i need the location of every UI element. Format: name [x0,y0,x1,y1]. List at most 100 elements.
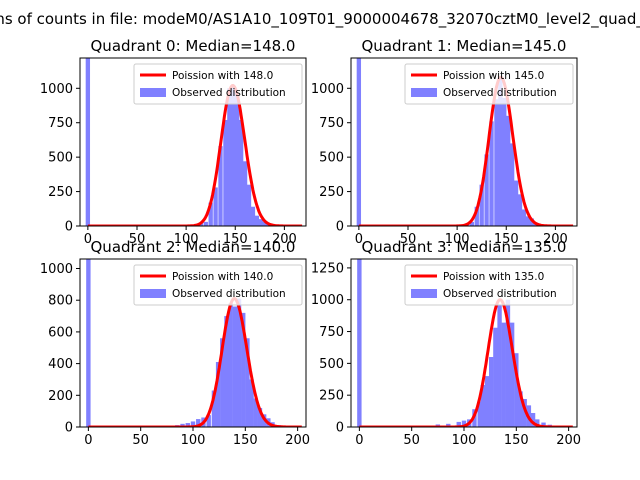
quadrant-2-xtick-label-0: 0 [84,433,92,448]
quadrant-3-xtick-label-0: 0 [355,433,363,448]
quadrant-3-ytick-label-5: 1250 [311,261,344,276]
quadrant-2-xtick-label-4: 200 [285,433,310,448]
quadrant-3-zero-spike-bar [357,259,362,427]
quadrant-3-bar-3 [456,421,461,427]
quadrant-0-bar-10 [223,119,228,226]
quadrant-2-poisson-curve [87,297,303,427]
quadrant-1-bar-14 [509,143,515,226]
quadrant-3-ytick-label-2: 500 [319,357,344,372]
quadrant-2-bar-3 [180,423,185,427]
quadrant-1-bar-12 [502,97,507,226]
quadrant-0-ytick-label-2: 500 [48,151,73,166]
quadrant-1-bar-8 [484,154,489,226]
quadrant-3-bar-22 [541,422,546,427]
quadrant-1-chart: 0 50 100 150 200 0 250 500 750 1000 Quadrant 1: Me… [311,37,578,247]
quadrant-1-legend-box [404,63,574,105]
quadrant-2-ytick-label-5: 1000 [40,262,73,277]
quadrant-3-bar-12 [497,304,502,427]
quadrant-3-legend-observed-label: Observed distribution [443,288,557,300]
quadrant-3-xtick-label-1: 50 [403,433,420,448]
quadrant-1-plot-area [356,58,574,226]
quadrant-1-bar-15 [513,180,519,226]
quadrant-1-bar-9 [489,121,494,226]
quadrant-0-bar-19 [258,219,263,226]
quadrant-0-zero-spike-bar [85,58,91,226]
quadrant-0-bar-9 [218,146,223,226]
quadrant-3-xtick-label-2: 100 [452,433,477,448]
quadrant-2-bar-13 [228,303,233,427]
quadrant-0-axes-frame [79,57,307,227]
quadrant-3-bar-11 [493,327,498,427]
quadrant-1-axes-frame [350,57,578,227]
quadrant-2-xtick-label-1: 50 [132,433,149,448]
quadrant-2-title: Quadrant 2: Median=140.0 [91,238,296,256]
quadrant-3-xtick-label-4: 200 [556,433,581,448]
figure-suptitle: Histograms of counts in file: modeM0/AS1… [0,10,640,29]
quadrant-0-chart: 0 50 100 150 200 0 250 500 750 1000 Quadrant 0: Me… [40,37,307,247]
quadrant-2-ytick-label-1: 200 [48,389,73,404]
quadrant-3-bar-15 [509,322,515,427]
quadrant-2-ytick-label-3: 600 [48,325,73,340]
quadrant-3-plot-area [357,259,574,427]
quadrant-0-legend-box [133,63,303,105]
quadrant-2-bar-10 [215,362,221,427]
quadrant-3-bar-14 [505,299,511,427]
quadrant-1-zero-spike-bar [356,58,362,226]
quadrant-1-ytick-label-4: 1000 [311,82,344,97]
quadrant-2-xtick-label-3: 150 [233,433,258,448]
quadrant-2-legend-observed-swatch [140,289,166,298]
quadrant-0-bar-14 [238,119,244,226]
quadrant-3-bar-13 [501,322,506,427]
quadrant-0-bar-8 [213,187,218,226]
quadrant-2-chart: 0 50 100 150 200 0 200 400 600 800 1000 Quadrant 2:… [40,238,310,448]
quadrant-0-bar-7 [208,202,213,226]
quadrant-0-bar-13 [235,95,240,226]
quadrant-1-xtick-label-2: 100 [445,232,470,247]
quadrant-2-bar-5 [190,421,196,427]
quadrant-1-ytick-label-0: 0 [336,220,344,235]
quadrant-0-xtick-label-3: 150 [223,232,248,247]
quadrant-3-title: Quadrant 3: Median=135.0 [362,238,567,256]
quadrant-2-zero-spike-bar [86,259,91,427]
quadrant-1-bar-10 [494,99,499,226]
quadrant-2-legend-observed-label: Observed distribution [172,288,286,300]
quadrant-3-bar-18 [522,399,527,427]
quadrant-2-legend-box [133,264,303,306]
quadrant-1-legend-observed-label: Observed distribution [443,87,557,99]
quadrant-3-legend-box [404,264,574,306]
quadrant-0-legend-observed-label: Observed distribution [172,87,286,99]
quadrant-1-bar-18 [525,216,531,226]
quadrant-0-ytick-label-0: 0 [65,220,73,235]
quadrant-0-bar-15 [242,161,248,226]
quadrant-0-ytick-label-3: 750 [48,116,73,131]
quadrant-0-xtick-label-0: 0 [84,232,92,247]
quadrant-1-bar-16 [517,194,523,226]
quadrant-3-bar-20 [530,413,536,427]
quadrant-1-ytick-label-1: 250 [319,185,344,200]
quadrant-1-ytick-label-2: 500 [319,151,344,166]
quadrant-2-bar-15 [236,298,242,427]
quadrant-1-ytick-label-3: 750 [319,116,344,131]
quadrant-2-bar-19 [253,398,258,427]
quadrant-1-title: Quadrant 1: Median=145.0 [362,37,567,55]
quadrant-2-bar-20 [257,407,263,427]
quadrant-1-bar-19 [529,218,534,226]
quadrant-2-bar-4 [185,423,190,427]
quadrant-1-bar-11 [498,77,503,226]
quadrant-3-bar-10 [489,357,494,427]
quadrant-3-chart: 0 50 100 150 200 0 250 500 750 1000 1250 Quadrant 3… [311,238,581,448]
quadrant-2-bar-8 [206,415,211,427]
quadrant-1-bar-7 [479,184,484,226]
quadrant-1-bar-6 [474,206,479,226]
quadrant-0-xtick-label-2: 100 [174,232,199,247]
quadrant-3-xtick-label-3: 150 [504,433,529,448]
quadrant-1-bar-13 [506,115,511,226]
quadrant-3-ytick-label-3: 750 [319,325,344,340]
quadrant-1-xtick-label-3: 150 [494,232,519,247]
quadrant-0-legend-fit-label: Poission with 148.0 [172,70,273,82]
quadrant-0-xtick-label-1: 50 [129,232,146,247]
quadrant-2-bar-12 [224,316,229,427]
quadrant-1-legend-observed-swatch [411,88,437,97]
quadrant-2-xtick-label-2: 100 [181,433,206,448]
